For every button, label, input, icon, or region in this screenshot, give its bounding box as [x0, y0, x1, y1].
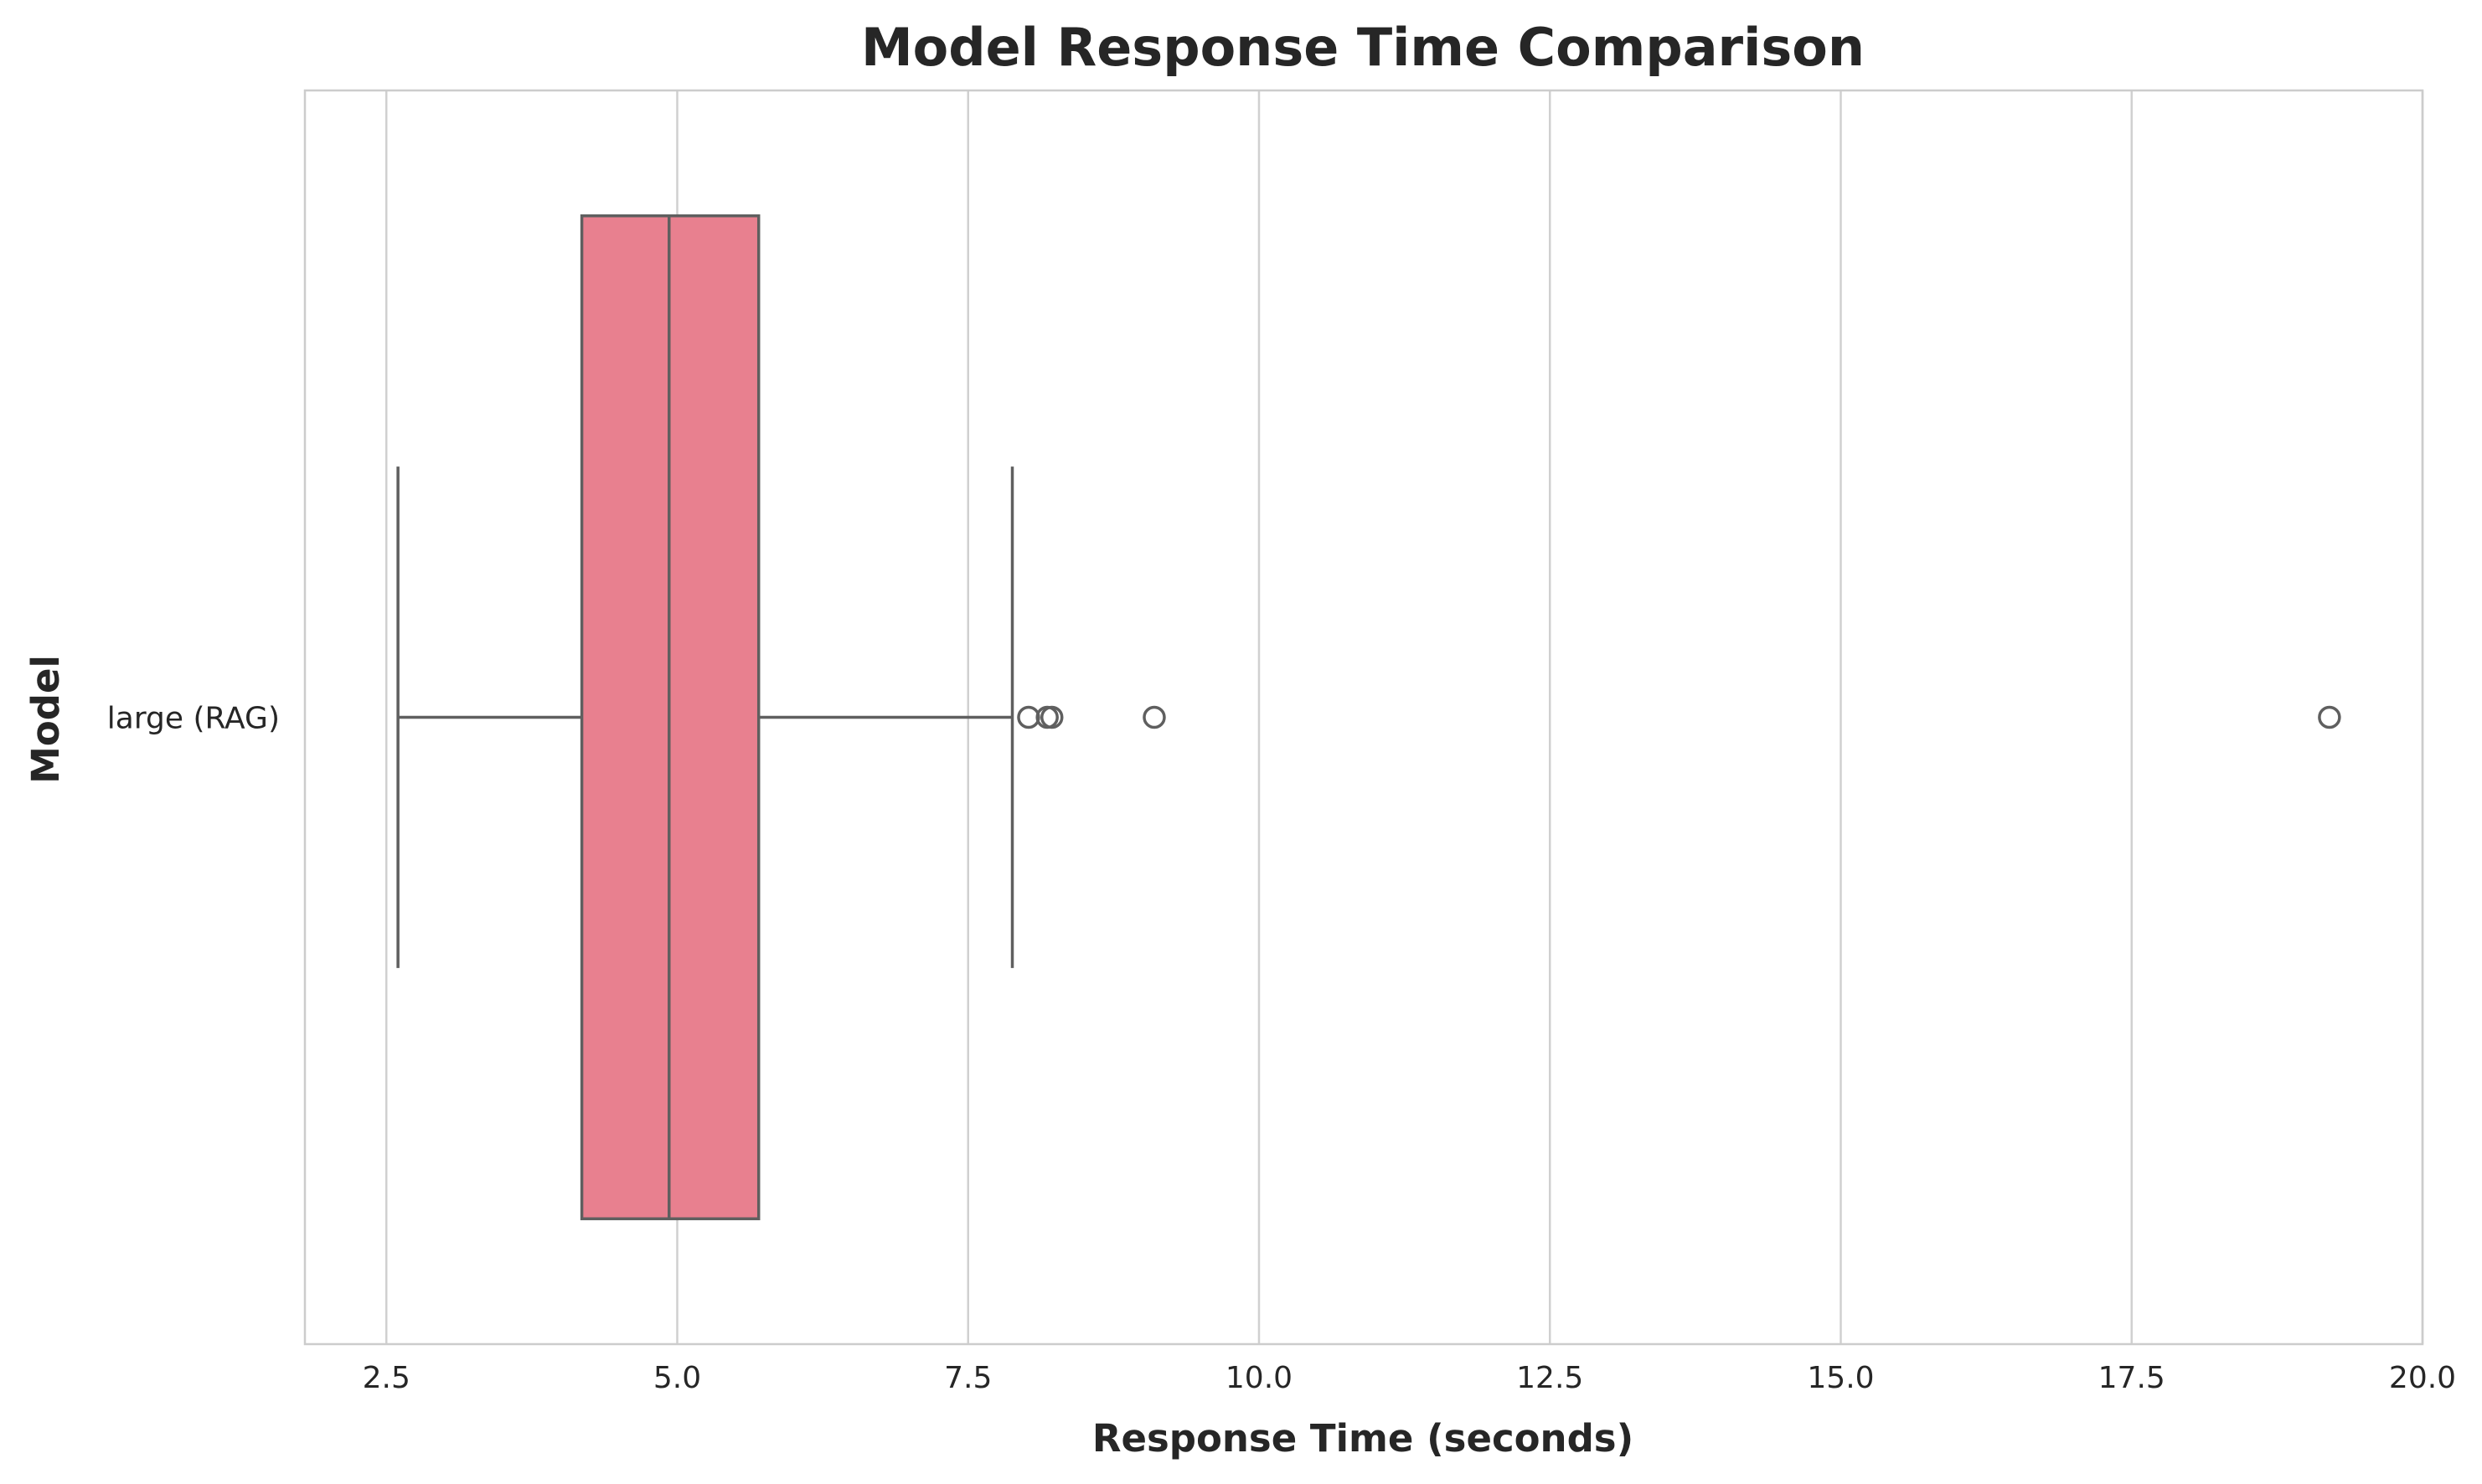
- x-axis-label: Response Time (seconds): [1092, 1416, 1633, 1461]
- x-tick-label: 15.0: [1807, 1361, 1874, 1395]
- outlier-point: [1017, 705, 1040, 729]
- outlier-point: [1143, 705, 1166, 729]
- chart-title: Model Response Time Comparison: [861, 17, 1865, 78]
- plot-border: [303, 89, 2424, 1346]
- x-tick-label: 2.5: [363, 1361, 410, 1395]
- y-axis-categories: large (RAG): [107, 702, 280, 736]
- y-axis-label: Model: [23, 655, 68, 784]
- box-layer: [396, 214, 2341, 1221]
- outlier-point: [1040, 705, 1064, 729]
- x-axis-ticks: 2.5 5.0 7.5 10.0 12.5 15.0 17.5 20.0: [363, 1361, 2456, 1395]
- outlier-point: [2318, 705, 2341, 729]
- x-tick-label: 10.0: [1226, 1361, 1293, 1395]
- x-tick-label: 20.0: [2389, 1361, 2456, 1395]
- plot-frame: [303, 89, 2424, 1346]
- x-tick-label: 12.5: [1516, 1361, 1583, 1395]
- x-tick-label: 5.0: [653, 1361, 701, 1395]
- x-tick-label: 17.5: [2098, 1361, 2165, 1395]
- x-tick-label: 7.5: [944, 1361, 992, 1395]
- y-category-label: large (RAG): [107, 702, 280, 736]
- box-group: [396, 214, 2341, 1221]
- outlier-point: [1035, 705, 1059, 729]
